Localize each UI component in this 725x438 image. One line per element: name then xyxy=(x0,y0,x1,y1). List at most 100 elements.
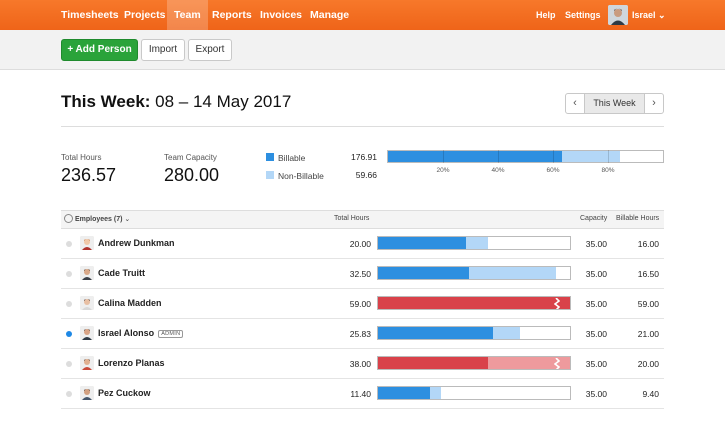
user-name: Israel xyxy=(632,10,656,20)
employees-label: Employees (7) xyxy=(74,216,123,223)
table-row[interactable]: Cade Truitt 32.50 35.00 16.50 xyxy=(61,259,664,289)
nav-help[interactable]: Help xyxy=(536,10,556,20)
team-capacity-label: Team Capacity xyxy=(164,153,217,162)
capacity-cell: 35.00 xyxy=(585,269,607,279)
billable-hours-cell: 59.00 xyxy=(637,299,659,309)
chevron-down-icon: ⌄ xyxy=(658,10,666,20)
summary-hours-bar xyxy=(387,150,664,163)
total-hours-cell: 32.50 xyxy=(349,269,371,279)
employee-name-text: Israel Alonso xyxy=(98,328,155,338)
nav-settings[interactable]: Settings xyxy=(565,10,601,20)
capacity-cell: 35.00 xyxy=(585,329,607,339)
team-capacity-value: 280.00 xyxy=(164,165,220,185)
total-hours-value: 236.57 xyxy=(61,165,117,185)
page-title-prefix: This Week: xyxy=(61,92,151,111)
nav-invoices[interactable]: Invoices xyxy=(260,9,303,21)
employee-name[interactable]: Calina Madden xyxy=(98,298,162,308)
total-hours-label: Total Hours xyxy=(61,153,102,162)
check-circle-icon xyxy=(64,214,73,223)
hours-bar xyxy=(377,326,571,340)
next-week-button[interactable]: › xyxy=(644,94,663,113)
billable-fill xyxy=(378,297,570,309)
avatar xyxy=(80,296,94,310)
table-row[interactable]: Andrew Dunkman 20.00 35.00 16.00 xyxy=(61,229,664,259)
add-person-button[interactable]: + Add Person xyxy=(61,39,138,61)
billable-hours-cell: 16.00 xyxy=(637,239,659,249)
nav-timesheets[interactable]: Timesheets xyxy=(61,9,119,21)
summary-bar-gridline xyxy=(498,150,499,163)
summary-bar-tick-label: 60% xyxy=(546,167,560,174)
employee-name-text: Andrew Dunkman xyxy=(98,238,175,248)
status-dot xyxy=(66,361,72,367)
user-menu[interactable]: Israel ⌄ xyxy=(632,0,666,30)
employees-dropdown[interactable]: Employees (7) ⌄ xyxy=(64,214,130,223)
avatar xyxy=(80,386,94,400)
week-navigator: ‹ This Week › xyxy=(565,93,664,114)
import-button[interactable]: Import xyxy=(141,39,185,61)
employee-name-text: Lorenzo Planas xyxy=(98,358,165,368)
employee-name-text: Pez Cuckow xyxy=(98,388,151,398)
billable-hours-header[interactable]: Billable Hours xyxy=(616,215,660,222)
chevron-right-icon: › xyxy=(652,97,656,109)
capacity-cell: 35.00 xyxy=(585,299,607,309)
nonbillable-fill xyxy=(429,387,441,399)
nav-projects[interactable]: Projects xyxy=(124,9,166,21)
capacity-cell: 35.00 xyxy=(585,359,607,369)
table-header: Employees (7) ⌄ Total Hours Capacity Bil… xyxy=(61,210,664,229)
table-row[interactable]: Israel Alonso ADMIN 25.83 35.00 21.00 xyxy=(61,319,664,349)
table-row[interactable]: Pez Cuckow 11.40 35.00 9.40 xyxy=(61,379,664,409)
avatar[interactable] xyxy=(608,5,628,25)
avatar xyxy=(80,326,94,340)
table-row[interactable]: Lorenzo Planas 38.00 35.00 20.00 xyxy=(61,349,664,379)
total-hours-cell: 20.00 xyxy=(349,239,371,249)
capacity-header[interactable]: Capacity xyxy=(580,215,608,222)
nonbillable-fill xyxy=(493,327,520,339)
billable-hours-cell: 9.40 xyxy=(642,389,659,399)
summary-bar-gridline xyxy=(443,150,444,163)
nonbillable-fill xyxy=(465,237,488,249)
capacity-cell: 35.00 xyxy=(585,389,607,399)
chevron-down-icon: ⌄ xyxy=(124,216,131,223)
admin-badge: ADMIN xyxy=(158,330,184,338)
hours-bar xyxy=(377,236,571,250)
hours-bar xyxy=(377,356,571,370)
status-dot xyxy=(66,301,72,307)
total-hours-cell: 38.00 xyxy=(349,359,371,369)
employee-name[interactable]: Israel Alonso ADMIN xyxy=(98,328,184,338)
top-nav: Timesheets Projects Team Reports Invoice… xyxy=(0,0,725,30)
status-dot xyxy=(66,331,72,337)
export-button[interactable]: Export xyxy=(188,39,232,61)
nonbillable-value: 59.66 xyxy=(355,170,377,180)
prev-week-button[interactable]: ‹ xyxy=(566,94,585,113)
toolbar: + Add Person Import Export xyxy=(0,30,725,70)
chevron-left-icon: ‹ xyxy=(573,97,577,109)
nonbillable-legend-swatch xyxy=(266,171,274,179)
summary-bar-gridline xyxy=(553,150,554,163)
hours-bar xyxy=(377,266,571,280)
employee-name[interactable]: Cade Truitt xyxy=(98,268,145,278)
summary-bar-tick-label: 80% xyxy=(601,167,615,174)
billable-legend-label: Billable xyxy=(278,153,306,163)
employee-name[interactable]: Andrew Dunkman xyxy=(98,238,175,248)
nav-manage[interactable]: Manage xyxy=(310,9,350,21)
employee-name[interactable]: Pez Cuckow xyxy=(98,388,151,398)
nav-team[interactable]: Team xyxy=(167,0,208,30)
page-title-range: 08 – 14 May 2017 xyxy=(155,92,292,111)
summary-bar-gridline xyxy=(608,150,609,163)
nav-reports[interactable]: Reports xyxy=(212,9,252,21)
total-hours-cell: 11.40 xyxy=(350,389,371,399)
status-dot xyxy=(66,241,72,247)
billable-hours-cell: 16.50 xyxy=(637,269,659,279)
table-row[interactable]: Calina Madden 59.00 35.00 59.00 xyxy=(61,289,664,319)
summary-nonbillable-fill xyxy=(561,151,621,162)
billable-fill xyxy=(378,357,488,369)
overflow-break-icon xyxy=(553,297,561,309)
nonbillable-fill xyxy=(487,357,570,369)
summary-bar-tick-label: 40% xyxy=(491,167,505,174)
employee-name[interactable]: Lorenzo Planas xyxy=(98,358,165,368)
divider xyxy=(61,126,664,127)
billable-fill xyxy=(378,327,494,339)
total-hours-header[interactable]: Total Hours xyxy=(334,215,370,222)
billable-value: 176.91 xyxy=(351,152,377,162)
this-week-button[interactable]: This Week xyxy=(585,94,644,113)
